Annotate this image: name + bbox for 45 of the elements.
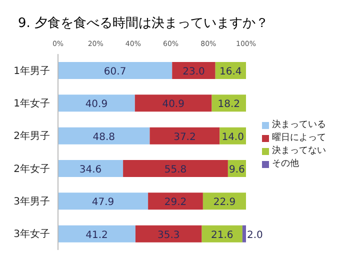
legend-label: 決まっている — [272, 119, 326, 132]
bar — [172, 62, 216, 79]
data-label: 21.6 — [210, 230, 234, 241]
data-label: 16.4 — [220, 66, 242, 78]
data-label: 40.9 — [162, 99, 184, 110]
bar — [150, 127, 220, 144]
legend-label: 決まってない — [272, 145, 326, 158]
bar — [242, 225, 246, 242]
y-tick-label: 2年男子 — [14, 130, 50, 142]
chart-title: 9. 夕食を食べる時間は決まっていますか？ — [17, 15, 270, 33]
legend-label: 曜日によって — [272, 132, 326, 145]
data-label: 37.2 — [174, 132, 196, 143]
data-label: 9.6 — [229, 164, 245, 176]
data-label: 35.3 — [158, 230, 180, 241]
data-label: 23.0 — [182, 66, 205, 78]
legend-label: その他 — [272, 158, 299, 171]
data-label: 18.2 — [218, 99, 240, 110]
bar — [135, 225, 202, 242]
y-tick-label: 1年男子 — [14, 64, 50, 77]
bar — [58, 192, 148, 210]
bar — [58, 94, 135, 112]
data-label: 55.8 — [164, 164, 187, 176]
data-label: 41.2 — [86, 230, 108, 241]
bar — [134, 94, 212, 112]
bar — [58, 160, 124, 177]
bar — [58, 225, 136, 242]
data-label: 22.9 — [213, 197, 236, 208]
data-label: 2.0 — [247, 230, 263, 241]
data-label: 29.2 — [164, 197, 187, 208]
data-label: 34.6 — [79, 164, 102, 176]
bar — [123, 160, 228, 177]
data-label: 40.9 — [85, 99, 108, 110]
bar — [202, 225, 242, 242]
bar — [202, 192, 246, 210]
y-tick-label: 2年女子 — [14, 162, 50, 175]
y-tick-label: 1年女子 — [14, 98, 50, 110]
bar — [58, 62, 172, 79]
data-label: 47.9 — [92, 197, 114, 208]
y-tick-label: 3年男子 — [14, 196, 50, 208]
bar — [58, 127, 150, 144]
data-label: 14.0 — [222, 132, 244, 143]
bar — [148, 192, 203, 210]
data-label: 48.8 — [92, 132, 116, 143]
data-label: 60.7 — [104, 66, 126, 78]
y-tick-label: 3年女子 — [14, 228, 50, 240]
